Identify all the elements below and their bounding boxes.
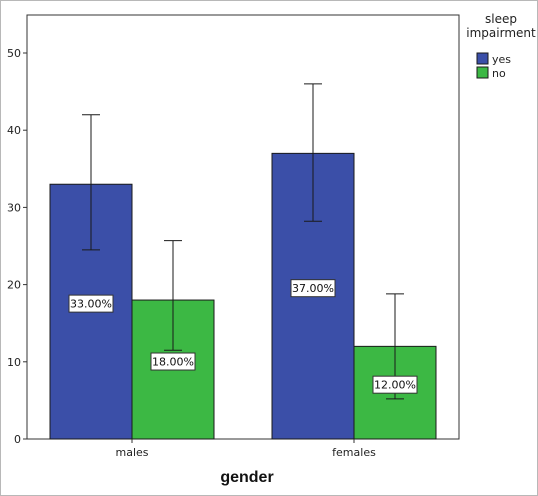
y-tick-label: 30 bbox=[7, 201, 21, 214]
legend-swatch-yes bbox=[476, 52, 489, 65]
y-tick-label: 50 bbox=[7, 47, 21, 60]
y-tick-label: 40 bbox=[7, 124, 21, 137]
data-label-box bbox=[290, 279, 336, 298]
x-tick-label: males bbox=[115, 446, 148, 459]
data-label-box bbox=[150, 352, 196, 371]
x-tick-label: females bbox=[332, 446, 376, 459]
legend-title: sleep bbox=[485, 12, 517, 26]
data-label: 18.00% bbox=[152, 356, 194, 369]
y-tick-label: 10 bbox=[7, 356, 21, 369]
y-tick-label: 0 bbox=[14, 433, 21, 446]
legend-label-no: no bbox=[492, 67, 506, 80]
data-label-box bbox=[372, 375, 418, 394]
data-labels: 33.00% 18.00% 37.00% 12.00% bbox=[68, 279, 418, 394]
data-label-box bbox=[68, 294, 114, 313]
y-axis: 0 10 20 30 40 50 bbox=[7, 47, 27, 446]
legend-swatch-no bbox=[476, 66, 489, 79]
data-label: 33.00% bbox=[70, 298, 112, 311]
x-axis-label: gender bbox=[220, 469, 273, 486]
data-label: 37.00% bbox=[292, 282, 334, 295]
y-tick-label: 20 bbox=[7, 279, 21, 292]
data-label: 12.00% bbox=[374, 379, 416, 392]
x-axis: males females bbox=[115, 439, 376, 459]
legend-label-yes: yes bbox=[492, 53, 511, 66]
legend-title: impairment bbox=[466, 26, 536, 40]
